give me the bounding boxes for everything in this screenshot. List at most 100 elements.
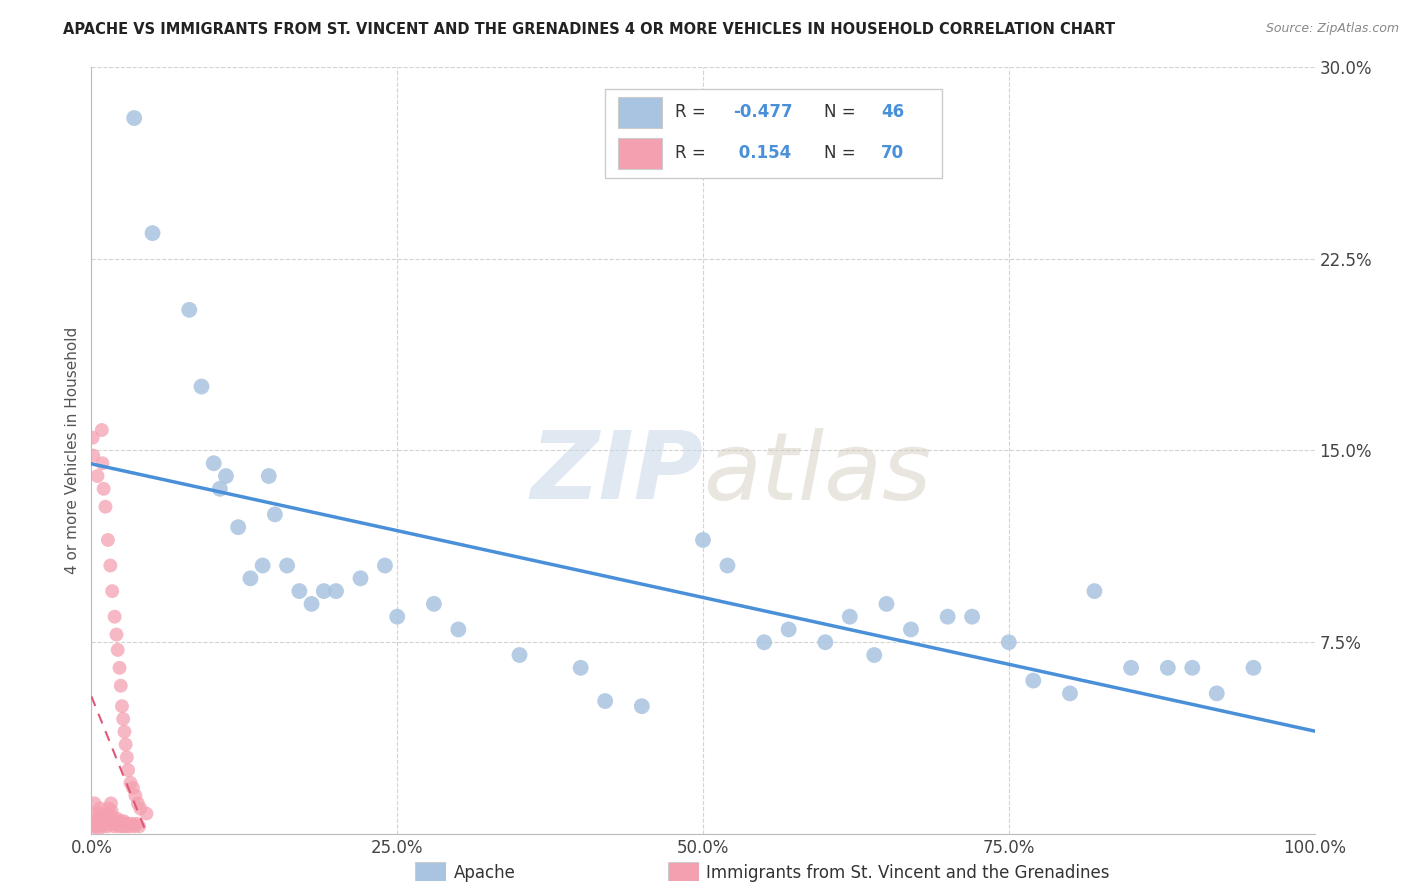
Point (94, 500, 117, 514)
Point (121, 817, 143, 831)
Point (104, 609, 127, 624)
Point (101, 812, 124, 826)
Point (110, 817, 132, 831)
Point (105, 812, 128, 826)
Point (1181, 661, 1204, 675)
Point (1205, 686, 1227, 700)
Point (125, 817, 148, 831)
Point (1083, 584, 1105, 599)
Point (122, 780, 145, 795)
Point (129, 801, 152, 815)
Point (226, 520, 249, 534)
Point (208, 482, 231, 496)
Point (385, 609, 409, 624)
Text: APACHE VS IMMIGRANTS FROM ST. VINCENT AND THE GRENADINES 4 OR MORE VEHICLES IN H: APACHE VS IMMIGRANTS FROM ST. VINCENT AN… (63, 22, 1115, 37)
Point (108, 661, 131, 675)
Point (998, 635, 1021, 649)
Point (127, 797, 149, 811)
Point (98, 806, 121, 821)
Text: Source: ZipAtlas.com: Source: ZipAtlas.com (1265, 22, 1399, 36)
Point (107, 643, 129, 657)
Point (98, 814, 121, 829)
Point (83, 819, 105, 833)
Point (838, 609, 860, 624)
Point (97, 801, 120, 815)
Point (90, 812, 112, 826)
Point (91, 456, 114, 470)
Text: Immigrants from St. Vincent and the Grenadines: Immigrants from St. Vincent and the Gren… (706, 864, 1109, 882)
Bar (619, 138, 662, 169)
Point (112, 712, 135, 726)
Point (103, 819, 125, 833)
Point (202, 456, 225, 470)
Point (96, 819, 118, 833)
Text: atlas: atlas (703, 428, 931, 519)
Point (215, 469, 238, 483)
Point (301, 597, 323, 611)
Point (122, 111, 145, 125)
Text: 0.154: 0.154 (733, 145, 792, 162)
Point (104, 817, 127, 831)
Text: R =: R = (675, 145, 711, 162)
Point (98, 558, 121, 573)
Point (128, 819, 150, 833)
Text: 70: 70 (882, 145, 904, 162)
Text: R =: R = (675, 103, 711, 121)
Point (141, 226, 163, 240)
Point (89, 801, 111, 815)
Point (118, 819, 141, 833)
Point (900, 623, 922, 637)
Point (374, 558, 396, 573)
Point (111, 819, 134, 833)
Point (100, 804, 122, 818)
Point (82, 449, 104, 463)
Text: -0.477: -0.477 (733, 103, 793, 121)
Point (754, 635, 776, 649)
Point (86, 469, 108, 483)
Point (190, 379, 212, 393)
Point (111, 699, 134, 714)
Point (264, 508, 287, 522)
Point (1121, 661, 1143, 675)
Point (93, 817, 115, 831)
Point (117, 763, 139, 777)
Point (100, 797, 122, 811)
Point (569, 661, 592, 675)
Point (120, 776, 142, 790)
Point (692, 533, 714, 547)
Point (108, 814, 131, 829)
Point (87, 814, 110, 829)
Point (84, 817, 107, 831)
Point (875, 597, 898, 611)
Point (114, 817, 136, 831)
Point (83, 797, 105, 811)
Point (105, 627, 128, 641)
Point (325, 584, 347, 599)
Point (1022, 673, 1045, 688)
Point (863, 648, 886, 662)
Point (1157, 661, 1180, 675)
Point (103, 817, 125, 831)
Point (778, 623, 800, 637)
Point (288, 584, 311, 599)
Point (135, 806, 157, 821)
Point (115, 819, 138, 833)
Point (108, 819, 131, 833)
Point (122, 819, 145, 833)
Point (112, 814, 135, 829)
Point (276, 558, 298, 573)
Text: ZIP: ZIP (530, 427, 703, 519)
Text: N =: N = (824, 145, 860, 162)
Point (91, 819, 114, 833)
Point (117, 817, 139, 831)
Point (107, 817, 129, 831)
Point (716, 558, 738, 573)
Point (114, 738, 136, 752)
Point (112, 724, 135, 739)
Text: Apache: Apache (454, 864, 516, 882)
Text: 46: 46 (882, 103, 904, 121)
Point (312, 584, 335, 599)
Point (447, 623, 470, 637)
Point (82, 431, 104, 445)
Point (93, 482, 115, 496)
